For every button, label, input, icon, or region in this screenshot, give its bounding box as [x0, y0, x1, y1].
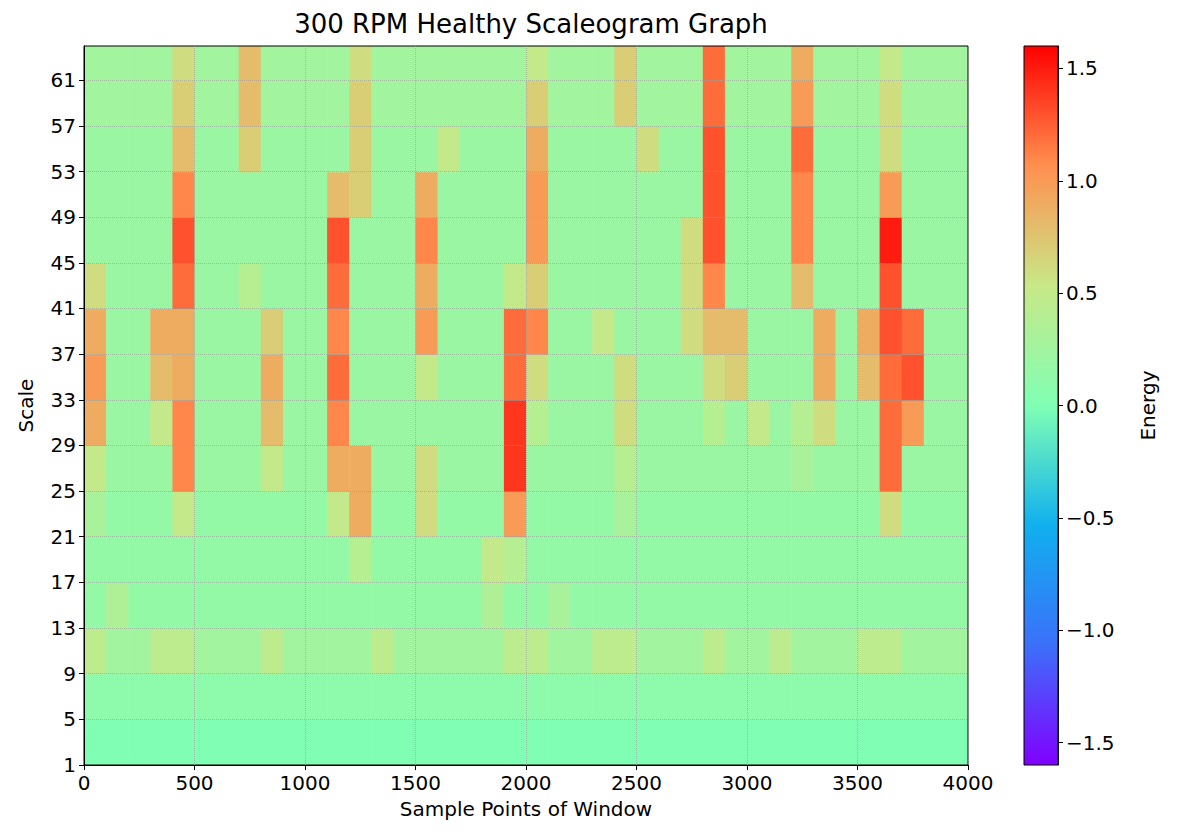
svg-text:300 RPM Healthy Scaleogram Gra: 300 RPM Healthy Scaleogram Graph: [294, 9, 768, 39]
svg-text:Sample Points of Window: Sample Points of Window: [400, 797, 652, 821]
svg-text:0.5: 0.5: [1066, 281, 1098, 305]
svg-text:−0.5: −0.5: [1066, 506, 1115, 530]
svg-text:500: 500: [175, 771, 213, 795]
svg-text:25: 25: [51, 479, 76, 503]
svg-text:1000: 1000: [280, 771, 331, 795]
svg-text:3000: 3000: [722, 771, 773, 795]
svg-text:61: 61: [51, 68, 76, 92]
svg-text:29: 29: [51, 433, 76, 457]
svg-text:0.0: 0.0: [1066, 394, 1098, 418]
svg-text:2000: 2000: [501, 771, 552, 795]
svg-text:41: 41: [51, 296, 76, 320]
svg-text:45: 45: [51, 251, 76, 275]
svg-text:57: 57: [51, 114, 76, 138]
svg-text:17: 17: [51, 570, 76, 594]
svg-text:5: 5: [63, 707, 76, 731]
svg-text:1: 1: [63, 753, 76, 777]
svg-text:3500: 3500: [832, 771, 883, 795]
svg-text:−1.5: −1.5: [1066, 731, 1115, 755]
svg-text:Energy: Energy: [1136, 370, 1160, 440]
svg-text:Scale: Scale: [14, 379, 38, 433]
svg-text:1500: 1500: [390, 771, 441, 795]
svg-text:49: 49: [51, 205, 76, 229]
svg-text:37: 37: [51, 342, 76, 366]
svg-text:1.0: 1.0: [1066, 169, 1098, 193]
svg-text:13: 13: [51, 616, 76, 640]
svg-text:21: 21: [51, 525, 76, 549]
svg-text:4000: 4000: [943, 771, 994, 795]
svg-text:33: 33: [51, 388, 76, 412]
svg-text:−1.0: −1.0: [1066, 618, 1115, 642]
svg-text:2500: 2500: [611, 771, 662, 795]
svg-text:1.5: 1.5: [1066, 56, 1098, 80]
svg-text:0: 0: [78, 771, 91, 795]
svg-text:53: 53: [51, 160, 76, 184]
svg-text:9: 9: [63, 662, 76, 686]
